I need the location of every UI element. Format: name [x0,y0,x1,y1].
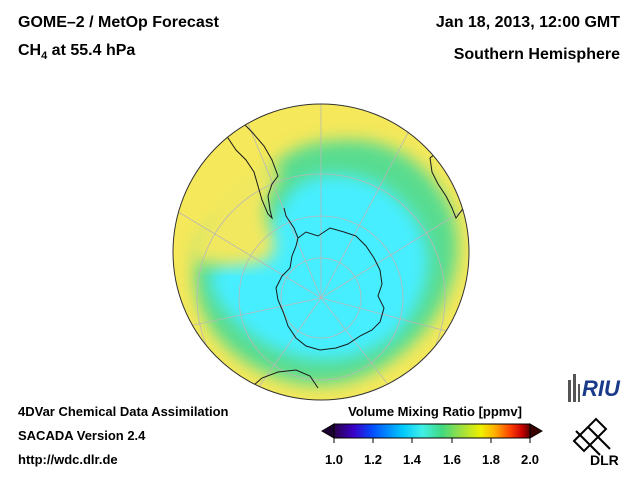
colorbar-tick-label: 1.0 [324,452,344,467]
colorbar-tick-label: 1.4 [402,452,422,467]
colorbar-tick-marks [333,438,531,443]
colorbar-tick-label: 1.2 [363,452,383,467]
forecast-date: Jan 18, 2013, 12:00 GMT [435,14,620,31]
species-subscript: 4 [41,50,48,63]
australia-coast [245,369,319,393]
assimilation-label: 4DVar Chemical Data Assimilation [18,404,229,419]
methane-high-intrusion [188,168,282,266]
antarctic-peninsula [283,207,299,239]
version-label: SACADA Version 2.4 [18,428,146,443]
dlr-logo-text: DLR [590,452,619,468]
colorbar-tick-label: 1.8 [481,452,501,467]
south-america-coast [221,111,279,220]
riu-logo-text: RIU [582,376,621,401]
species-level: at 55.4 hPa [47,42,136,59]
colorbar-tick-label: 2.0 [520,452,540,467]
colorbar-ramp [333,423,531,439]
colorbar-tick-label: 1.6 [442,452,462,467]
colorbar-title: Volume Mixing Ratio [ppmv] [348,404,522,419]
map-title: GOME–2 / MetOp Forecast [18,14,219,31]
dlr-mark [572,417,611,456]
madagascar-coast [467,197,469,228]
dlr-logo: DLR [572,417,619,468]
graticule [173,104,469,400]
antarctica-coast [275,227,385,351]
globe-outline [172,103,470,401]
hemisphere-label: Southern Hemisphere [453,46,620,63]
colorbar-low-arrow [321,423,335,439]
colorbar [321,423,543,443]
colorbar-high-arrow [529,423,543,439]
species-main: CH [18,42,42,59]
website-link[interactable]: http://wdc.dlr.de [18,452,118,467]
methane-low-core [210,174,429,361]
species-label: CH4 at 55.4 hPa [18,42,135,62]
riu-mark [568,374,580,402]
riu-logo: RIU [568,374,621,402]
